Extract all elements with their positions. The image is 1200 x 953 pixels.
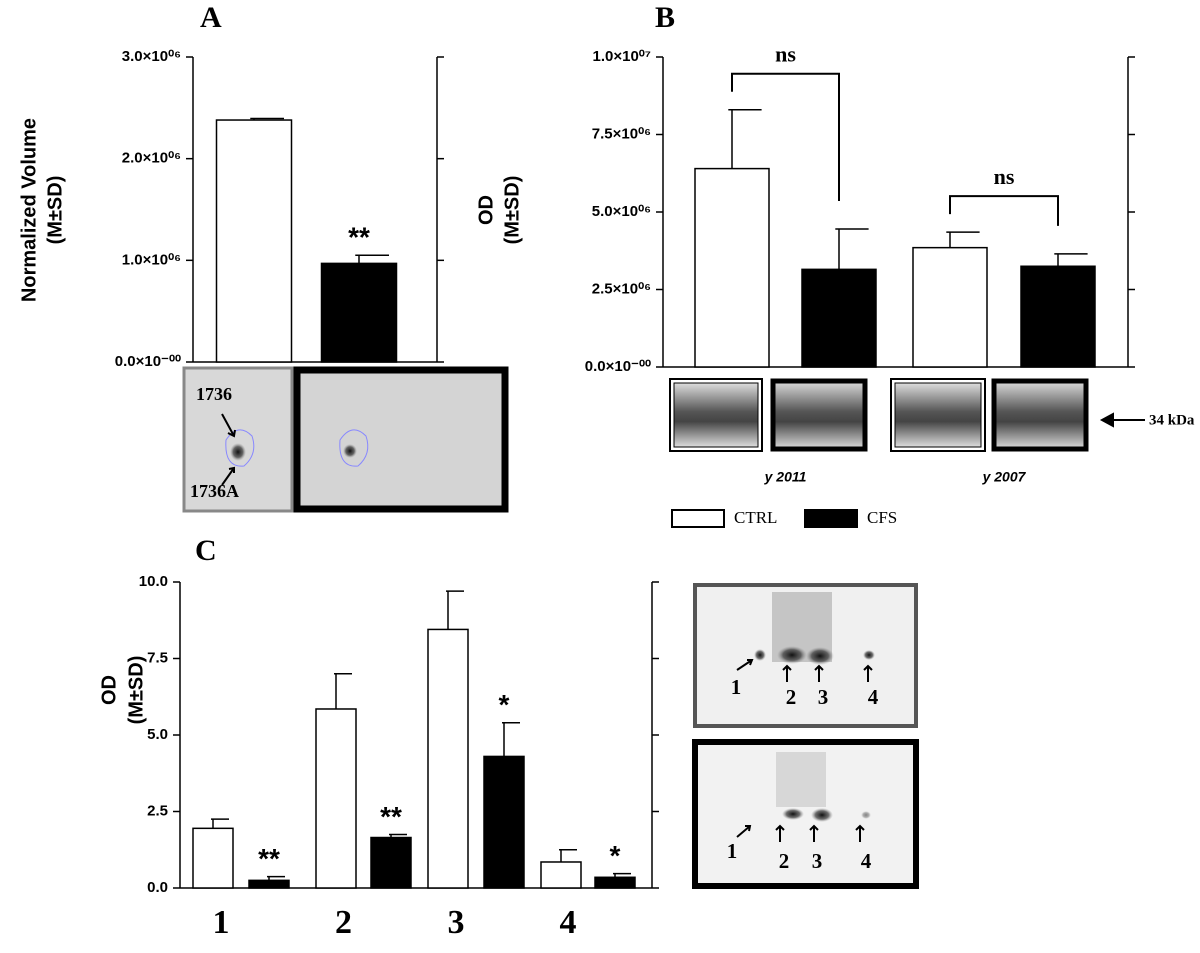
gel-label: 4	[868, 685, 879, 709]
y-tick-label: 1.0×10⁰⁶	[122, 251, 181, 268]
marker-label: 34 kDa	[1149, 412, 1195, 428]
y-tick-label: 2.0×10⁰⁶	[122, 150, 181, 167]
bar	[694, 167, 770, 368]
x-tick-label: 4	[560, 904, 577, 941]
x-tick-label: y 2007	[982, 469, 1027, 485]
y-tick-label: 10.0	[139, 573, 168, 590]
bar	[248, 879, 290, 889]
bar	[483, 755, 525, 889]
blot-label: 1736A	[190, 481, 239, 501]
y-axis-label: (M±SD)	[44, 176, 66, 245]
gel-label: 3	[818, 685, 829, 709]
y-tick-label: 7.5	[147, 649, 168, 666]
gel-label: 1	[727, 839, 738, 863]
bar	[427, 628, 469, 889]
bar	[370, 836, 412, 889]
significance-label: *	[499, 689, 510, 720]
gel-label: 2	[786, 685, 797, 709]
blot-b	[669, 378, 1145, 452]
gel-label: 3	[812, 849, 823, 873]
y-tick-label: 1.0×10⁰⁷	[593, 48, 652, 65]
panel-label: C	[195, 534, 217, 567]
significance-label: **	[348, 222, 370, 253]
x-tick-label: 1	[213, 904, 230, 941]
significance-label: ns	[994, 164, 1015, 189]
y-axis-label: OD	[475, 195, 497, 225]
bar	[540, 861, 582, 889]
bar	[192, 827, 234, 889]
y-axis-label: OD	[98, 675, 120, 705]
bar	[320, 262, 398, 363]
significance-label: **	[258, 843, 280, 874]
panel-label: B	[655, 1, 675, 34]
significance-label: ns	[775, 42, 796, 67]
bar	[801, 268, 877, 368]
y-tick-label: 3.0×10⁰⁶	[122, 48, 181, 65]
x-tick-label: y 2011	[764, 469, 807, 485]
y-tick-label: 2.5×10⁰⁶	[592, 280, 651, 297]
y-tick-label: 5.0×10⁰⁶	[592, 203, 651, 220]
significance-bracket	[731, 72, 840, 202]
y-tick-label: 2.5	[147, 802, 168, 819]
gel-c	[692, 583, 919, 889]
y-tick-label: 7.5×10⁰⁶	[592, 125, 651, 142]
y-tick-label: 0.0	[147, 879, 168, 896]
legend-swatch	[804, 509, 858, 528]
y-tick-label: 5.0	[147, 726, 168, 743]
y-tick-label: 0.0×10⁻⁰⁰	[115, 353, 181, 370]
bar	[315, 708, 357, 889]
gel-label: 4	[861, 849, 872, 873]
y-axis-label: (M±SD)	[501, 176, 523, 245]
significance-label: **	[380, 801, 402, 832]
bar	[1020, 265, 1096, 368]
blot-a	[182, 366, 509, 513]
x-tick-label: 2	[335, 904, 352, 941]
legend-label: CFS	[867, 508, 897, 527]
bar	[215, 119, 293, 363]
x-tick-label: 3	[448, 904, 465, 941]
blot-label: 1736	[196, 384, 232, 404]
y-axis-label: (M±SD)	[125, 656, 147, 725]
significance-label: *	[610, 840, 621, 871]
gel-label: 2	[779, 849, 790, 873]
bar	[912, 246, 988, 368]
bar	[594, 876, 636, 889]
panel-label: A	[200, 1, 222, 34]
significance-bracket	[949, 195, 1059, 226]
y-tick-label: 0.0×10⁻⁰⁰	[585, 358, 651, 375]
y-axis-label: Normalized Volume	[18, 118, 40, 302]
legend-swatch	[671, 509, 725, 528]
legend-label: CTRL	[734, 508, 777, 527]
gel-label: 1	[731, 675, 742, 699]
